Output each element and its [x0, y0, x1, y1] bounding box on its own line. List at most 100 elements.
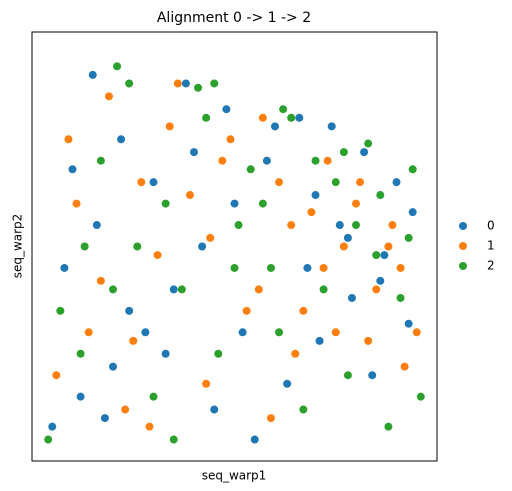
point	[198, 242, 207, 251]
point	[404, 319, 413, 328]
point	[408, 208, 417, 217]
point	[242, 306, 251, 315]
point	[88, 70, 97, 79]
point	[68, 165, 77, 174]
point	[335, 221, 344, 230]
point	[364, 139, 373, 148]
point	[210, 79, 219, 88]
point	[137, 178, 146, 187]
point	[319, 285, 328, 294]
point	[262, 156, 271, 165]
point	[109, 362, 117, 371]
point	[408, 165, 417, 174]
point	[352, 199, 360, 208]
point	[303, 263, 312, 272]
point	[72, 199, 81, 208]
point	[44, 435, 53, 444]
x-axis-label: seq_warp1	[202, 469, 267, 483]
point	[412, 328, 421, 337]
point	[109, 285, 117, 294]
point	[271, 122, 279, 131]
point	[356, 178, 365, 187]
point	[295, 113, 304, 122]
point	[125, 306, 134, 315]
point	[287, 221, 296, 230]
point	[343, 371, 352, 380]
point	[222, 105, 231, 114]
plot-frame	[31, 31, 438, 462]
point	[246, 165, 255, 174]
point	[299, 306, 308, 315]
point	[129, 336, 138, 345]
point	[275, 178, 284, 187]
point	[76, 349, 85, 358]
point	[392, 178, 401, 187]
point	[218, 156, 227, 165]
point	[311, 191, 320, 200]
point	[376, 191, 385, 200]
point	[161, 199, 170, 208]
point	[100, 414, 109, 423]
legend-label: 0	[487, 219, 495, 233]
point	[113, 62, 122, 71]
point	[279, 105, 288, 114]
point	[376, 276, 385, 285]
point	[125, 79, 134, 88]
point	[331, 328, 340, 337]
point	[315, 336, 324, 345]
point	[238, 328, 247, 337]
point	[177, 285, 186, 294]
point	[323, 156, 332, 165]
point	[266, 414, 275, 423]
point	[202, 379, 211, 388]
point	[141, 328, 150, 337]
point	[60, 263, 69, 272]
point	[80, 242, 89, 251]
point	[372, 251, 381, 260]
point	[287, 113, 296, 122]
point	[404, 233, 413, 242]
point	[202, 113, 211, 122]
point	[380, 251, 389, 260]
point	[226, 135, 235, 144]
point	[169, 285, 178, 294]
point	[307, 208, 316, 217]
point	[76, 392, 85, 401]
legend-marker	[459, 242, 467, 250]
point	[169, 435, 178, 444]
point	[339, 148, 348, 157]
point	[210, 405, 219, 414]
legend-label: 2	[487, 259, 495, 273]
point	[360, 148, 369, 157]
point	[352, 221, 360, 230]
point	[165, 122, 174, 131]
point	[149, 392, 158, 401]
point	[121, 405, 130, 414]
point	[92, 221, 101, 230]
point	[96, 276, 105, 285]
point	[234, 221, 243, 230]
point	[283, 379, 292, 388]
point	[117, 135, 126, 144]
point	[347, 293, 356, 302]
point	[258, 113, 267, 122]
point	[153, 251, 162, 260]
y-axis-label: seq_warp2	[11, 214, 25, 279]
point	[52, 371, 61, 380]
point	[48, 422, 57, 431]
point	[104, 92, 113, 101]
point	[299, 405, 308, 414]
point	[56, 306, 65, 315]
point	[266, 263, 275, 272]
point	[416, 392, 425, 401]
point	[214, 349, 223, 358]
point	[396, 263, 405, 272]
point	[84, 328, 93, 337]
point	[275, 328, 284, 337]
point	[388, 221, 397, 230]
legend-marker	[459, 262, 467, 270]
point	[291, 349, 300, 358]
legend-marker	[459, 222, 467, 230]
point	[384, 422, 393, 431]
